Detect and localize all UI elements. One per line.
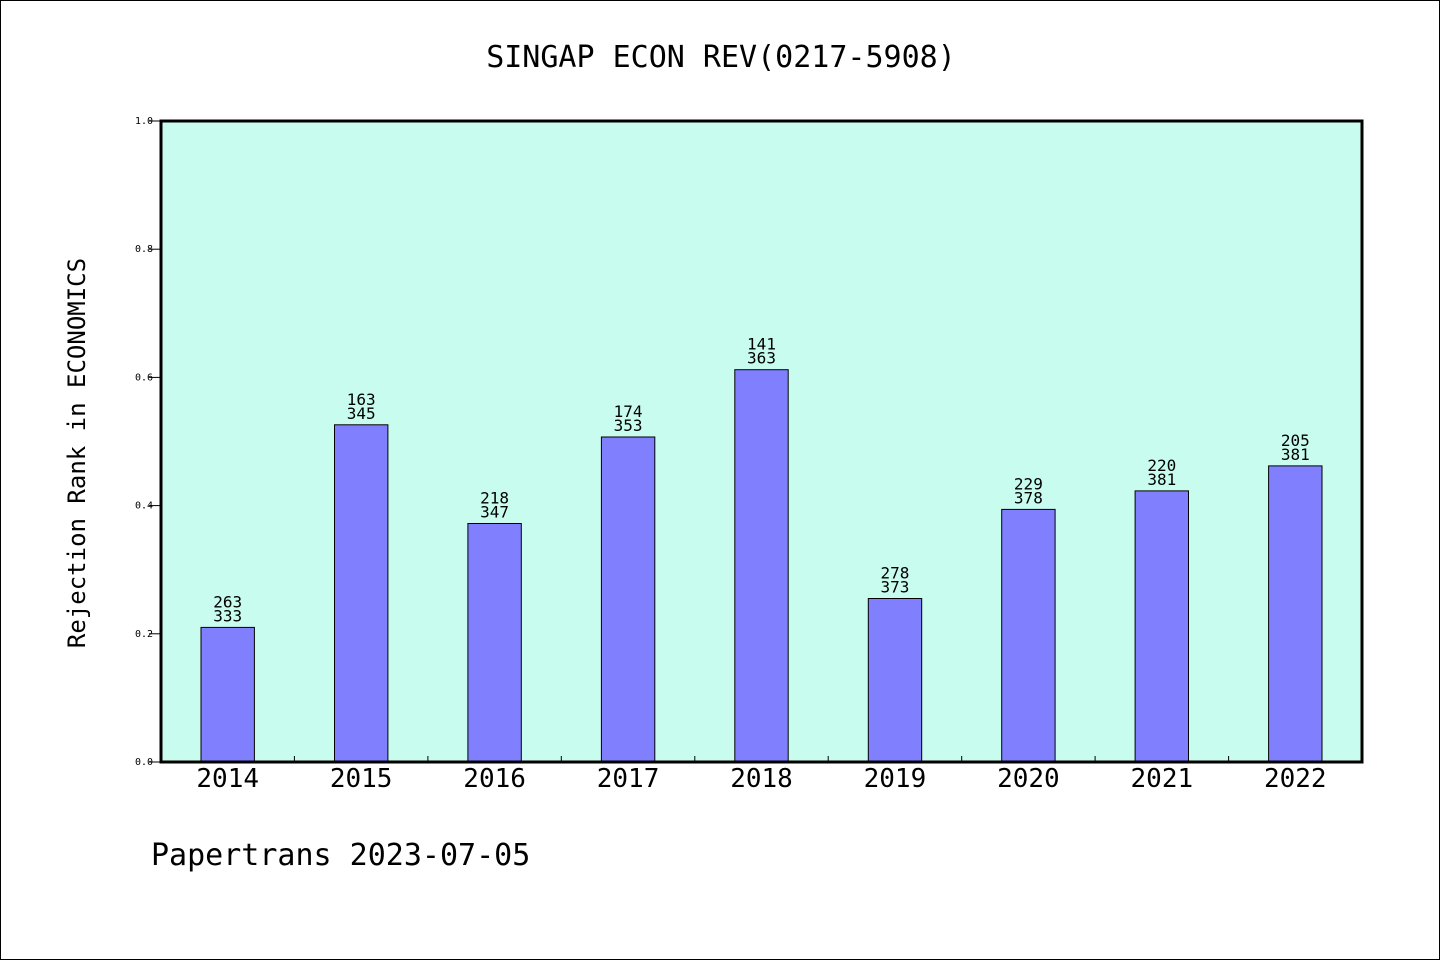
y-axis-label: Rejection Rank in ECONOMICS xyxy=(63,258,91,648)
bar-rank-label: 205 xyxy=(1281,431,1310,450)
bar-2021 xyxy=(1134,490,1189,763)
y-tick-label: 1.0 xyxy=(135,116,153,127)
bar-2014 xyxy=(200,626,255,763)
bar-rank-label: 141 xyxy=(747,335,776,354)
x-tick-label: 2014 xyxy=(196,764,259,794)
footer-credit: Papertrans 2023-07-05 xyxy=(151,838,530,873)
x-tick-label: 2017 xyxy=(597,764,660,794)
bar-total-label: 373 xyxy=(880,578,909,597)
y-tick-label: 0.2 xyxy=(135,629,153,640)
x-tick-label: 2018 xyxy=(730,764,793,794)
bar-rank-label: 220 xyxy=(1147,456,1176,475)
bar-rank-label: 218 xyxy=(480,489,509,508)
bars-layer xyxy=(200,369,1323,763)
y-tick-label: 0.4 xyxy=(135,501,153,512)
y-axis: 0.0 0.2 0.4 0.6 0.8 1.0 xyxy=(135,116,161,768)
bar-rank-label: 229 xyxy=(1014,474,1043,493)
bar-rank-label: 174 xyxy=(614,402,643,421)
bar-total-label: 347 xyxy=(480,503,509,522)
x-tick-label: 2016 xyxy=(463,764,526,794)
bar-2018 xyxy=(734,369,789,763)
bar-rank-label: 263 xyxy=(213,592,242,611)
plot-border xyxy=(159,119,1364,764)
x-tick-label: 2015 xyxy=(330,764,393,794)
y-tick-label: 0.0 xyxy=(135,757,153,768)
x-tick-label: 2021 xyxy=(1131,764,1194,794)
x-axis: 2014 2015 2016 2017 2018 2019 2020 2021 2022 xyxy=(196,756,1327,794)
y-tick-label: 0.6 xyxy=(135,372,153,383)
bar-total-label: 333 xyxy=(213,606,242,625)
x-tick-label: 2019 xyxy=(864,764,927,794)
bar-total-label: 381 xyxy=(1281,445,1310,464)
bar-2022 xyxy=(1268,465,1323,763)
bar-2016 xyxy=(467,523,522,763)
chart-title: SINGAP ECON REV(0217-5908) xyxy=(486,40,956,75)
bar-total-label: 378 xyxy=(1014,488,1043,507)
bar-2017 xyxy=(600,436,656,763)
bar-2015 xyxy=(334,424,389,763)
bar-rank-label: 278 xyxy=(880,564,909,583)
bar-total-label: 381 xyxy=(1147,470,1176,489)
x-tick-label: 2020 xyxy=(997,764,1060,794)
bar-total-label: 363 xyxy=(747,349,776,368)
bar-2020 xyxy=(1001,508,1056,763)
data-labels-layer: 2633331633452183471743531413632783732293… xyxy=(213,335,1309,626)
bar-total-label: 353 xyxy=(614,416,643,435)
y-tick-label: 0.8 xyxy=(135,244,153,255)
bar-total-label: 345 xyxy=(347,404,376,423)
bar-rank-label: 163 xyxy=(347,390,376,409)
x-tick-label: 2022 xyxy=(1264,764,1327,794)
bar-2019 xyxy=(867,598,923,763)
